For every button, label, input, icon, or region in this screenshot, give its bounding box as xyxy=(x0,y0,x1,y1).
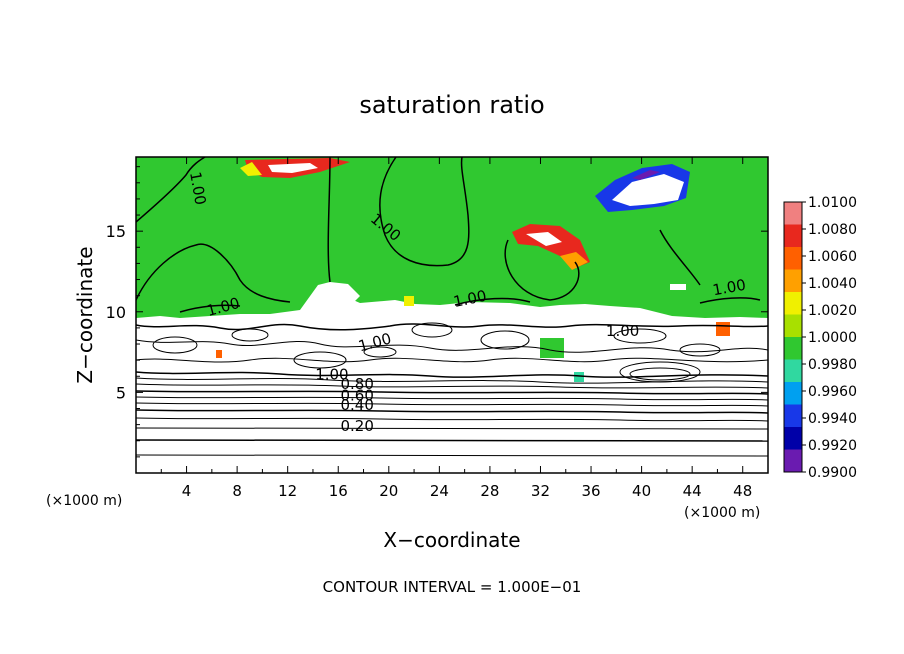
colorbar-swatch xyxy=(784,449,802,473)
contour-label: 0.80 xyxy=(340,375,373,393)
x-tick-label: 32 xyxy=(531,482,550,500)
x-tick-label: 40 xyxy=(632,482,651,500)
contour-label: 0.40 xyxy=(340,396,373,414)
speck-2 xyxy=(716,322,730,336)
contour-label: 0.60 xyxy=(340,386,373,404)
plot-area: 1.001.001.00 1.00 1.001.00 1.001.000.800.60… xyxy=(136,157,768,473)
colorbar-label: 0.9920 xyxy=(808,438,857,454)
contours-lower xyxy=(136,322,768,457)
contour-label: 1.00 xyxy=(711,276,747,300)
colorbar-swatch xyxy=(784,247,802,270)
x-tick-label: 24 xyxy=(430,482,449,500)
x-axis-label: X−coordinate xyxy=(383,528,520,552)
x-tick-label: 48 xyxy=(733,482,752,500)
contour-label: 1.00 xyxy=(606,322,639,340)
x-tick-label: 28 xyxy=(480,482,499,500)
colorbar-swatch xyxy=(784,359,802,383)
colorbar-swatch xyxy=(784,269,802,293)
y-axis-label: Z−coordinate xyxy=(73,246,97,383)
cool-blob-edge xyxy=(632,170,660,180)
speck-1 xyxy=(404,296,414,306)
y-tick-label: 15 xyxy=(106,222,126,241)
colorbar-label: 0.9900 xyxy=(808,465,857,481)
x-unit-right: (×1000 m) xyxy=(684,505,760,521)
colorbar-swatch xyxy=(784,337,802,360)
x-unit-left: (×1000 m) xyxy=(46,493,122,509)
plot-frame xyxy=(135,156,769,474)
x-tick-label: 4 xyxy=(182,482,192,500)
speck-6 xyxy=(670,284,686,290)
colorbar-label: 1.0040 xyxy=(808,276,857,292)
colorbar-swatch xyxy=(784,382,802,405)
colorbar-label: 1.0080 xyxy=(808,222,857,238)
x-tick-label: 36 xyxy=(581,482,600,500)
contour-label: 1.00 xyxy=(315,365,348,383)
colorbar-swatch xyxy=(784,427,802,450)
x-tick-label: 12 xyxy=(278,482,297,500)
colorbar-swatch xyxy=(784,292,802,315)
colorbar-label: 1.0000 xyxy=(808,330,857,346)
colorbar-label: 0.9960 xyxy=(808,384,857,400)
warm-blob-mid-edge xyxy=(560,252,588,270)
white-patch-a xyxy=(318,282,360,306)
contour-label: 1.00 xyxy=(186,170,210,206)
speck-3 xyxy=(540,338,564,358)
y-axis-ticks: 5 10 15 xyxy=(106,166,768,458)
colorbar-label: 0.9940 xyxy=(808,411,857,427)
x-tick-label: 44 xyxy=(683,482,702,500)
warm-blob-mid-inner xyxy=(526,232,562,246)
y-tick-label: 5 xyxy=(116,383,126,402)
colorbar-swatch xyxy=(784,314,802,338)
colorbar-label: 1.0060 xyxy=(808,249,857,265)
y-tick-label: 10 xyxy=(106,303,126,322)
contours-upper xyxy=(136,157,761,313)
speck-5 xyxy=(216,350,222,358)
colorbar-label: 1.0020 xyxy=(808,303,857,319)
x-tick-label: 16 xyxy=(329,482,348,500)
contour-labels: 1.001.001.00 1.00 1.001.00 1.001.000.800.60… xyxy=(186,170,747,435)
x-axis-ticks: 4 8 12 16 20 24 28 32 36 40 44 48 xyxy=(160,157,752,500)
speck-4 xyxy=(574,372,584,382)
colorbar-swatch xyxy=(784,404,802,428)
colorbar-swatch xyxy=(784,224,802,248)
colorbar-label: 0.9980 xyxy=(808,357,857,373)
colorbar-label: 1.0100 xyxy=(808,195,857,211)
cool-blob-inner xyxy=(612,174,684,206)
x-tick-label: 20 xyxy=(379,482,398,500)
colorbar: 1.0100 1.0080 1.0060 1.0040 1.0020 1.0000 0.99… xyxy=(783,195,857,481)
chart-title: saturation ratio xyxy=(359,91,544,119)
x-tick-label: 8 xyxy=(232,482,242,500)
contour-label: 0.20 xyxy=(340,417,373,435)
colorbar-swatch xyxy=(784,202,802,225)
contour-interval-note: CONTOUR INTERVAL = 1.000E−01 xyxy=(323,578,582,596)
warm-blob-top-left-edge xyxy=(240,162,262,176)
warm-blob-top-left-inner xyxy=(268,163,318,173)
